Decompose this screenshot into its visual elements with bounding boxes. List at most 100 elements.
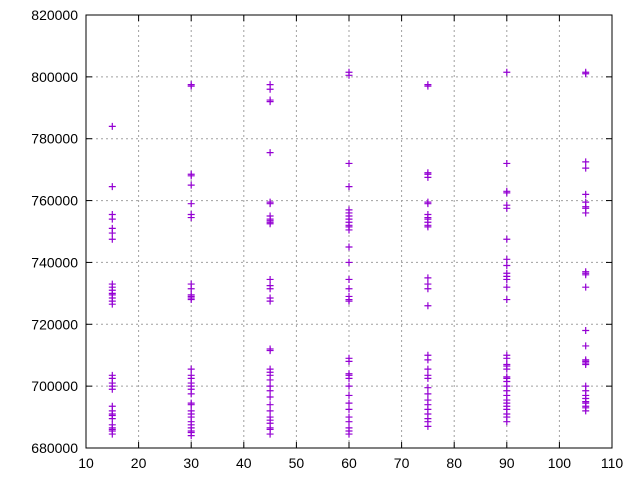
data-point bbox=[582, 158, 590, 166]
data-point bbox=[503, 262, 511, 270]
x-tick-label: 60 bbox=[341, 455, 357, 471]
data-point bbox=[187, 172, 195, 180]
data-point bbox=[345, 183, 353, 191]
data-point bbox=[424, 390, 432, 398]
data-point bbox=[503, 365, 511, 373]
x-tick-label: 40 bbox=[236, 455, 252, 471]
data-point bbox=[266, 401, 274, 409]
data-point bbox=[582, 70, 590, 78]
y-tick-label: 700000 bbox=[31, 378, 78, 394]
data-point bbox=[503, 159, 511, 167]
data-point bbox=[345, 357, 353, 365]
x-tick-label: 100 bbox=[548, 455, 572, 471]
x-tick-label: 20 bbox=[131, 455, 147, 471]
data-point bbox=[345, 226, 353, 234]
data-point bbox=[345, 159, 353, 167]
y-tick-label: 780000 bbox=[31, 131, 78, 147]
data-point bbox=[345, 374, 353, 382]
data-point bbox=[503, 296, 511, 304]
data-point bbox=[424, 356, 432, 364]
data-point bbox=[108, 385, 116, 393]
data-point bbox=[108, 183, 116, 191]
data-point bbox=[345, 258, 353, 266]
data-point bbox=[345, 418, 353, 426]
data-point bbox=[187, 181, 195, 189]
data-point bbox=[503, 354, 511, 362]
data-point bbox=[187, 296, 195, 304]
data-point bbox=[582, 407, 590, 415]
data-point bbox=[582, 190, 590, 198]
data-point bbox=[108, 300, 116, 308]
data-point bbox=[424, 274, 432, 282]
data-point bbox=[266, 200, 274, 208]
data-point bbox=[345, 391, 353, 399]
data-point bbox=[503, 68, 511, 76]
y-tick-label: 740000 bbox=[31, 254, 78, 270]
x-axis-tick-labels: 10 20 30 40 50 60 70 80 90 100 110 bbox=[78, 455, 623, 471]
data-point bbox=[345, 382, 353, 390]
data-point bbox=[187, 82, 195, 90]
data-point bbox=[424, 285, 432, 293]
data-point bbox=[503, 189, 511, 197]
data-point bbox=[582, 164, 590, 172]
data-point bbox=[582, 283, 590, 291]
data-point bbox=[582, 326, 590, 334]
x-tick-label: 50 bbox=[289, 455, 305, 471]
data-point bbox=[266, 347, 274, 355]
data-point bbox=[108, 235, 116, 243]
data-point bbox=[266, 297, 274, 305]
data-point bbox=[345, 399, 353, 407]
data-point bbox=[108, 122, 116, 130]
data-point bbox=[424, 374, 432, 382]
data-points bbox=[108, 68, 590, 440]
y-tick-label: 720000 bbox=[31, 316, 78, 332]
y-tick-label: 760000 bbox=[31, 193, 78, 209]
data-point bbox=[187, 390, 195, 398]
data-point bbox=[424, 173, 432, 181]
data-point bbox=[424, 365, 432, 373]
data-point bbox=[503, 275, 511, 283]
data-point bbox=[266, 376, 274, 384]
data-point bbox=[582, 342, 590, 350]
data-point bbox=[503, 235, 511, 243]
data-point bbox=[345, 297, 353, 305]
data-point bbox=[582, 209, 590, 217]
data-point bbox=[424, 200, 432, 208]
x-tick-label: 10 bbox=[78, 455, 94, 471]
x-tick-label: 110 bbox=[601, 455, 624, 471]
data-point bbox=[108, 229, 116, 237]
data-point bbox=[266, 393, 274, 401]
data-point bbox=[345, 71, 353, 79]
data-point bbox=[266, 220, 274, 228]
data-point bbox=[108, 415, 116, 423]
data-point bbox=[503, 418, 511, 426]
x-tick-label: 90 bbox=[499, 455, 515, 471]
data-point bbox=[345, 243, 353, 251]
data-point bbox=[345, 405, 353, 413]
data-point bbox=[345, 285, 353, 293]
x-tick-label: 70 bbox=[394, 455, 410, 471]
data-point bbox=[345, 275, 353, 283]
data-point bbox=[187, 285, 195, 293]
data-point bbox=[108, 430, 116, 438]
data-point bbox=[187, 432, 195, 440]
y-axis-tick-labels: 680000 700000 720000 740000 760000 780000 8000… bbox=[31, 7, 78, 456]
y-tick-label: 800000 bbox=[31, 69, 78, 85]
y-tick-label: 820000 bbox=[31, 7, 78, 23]
data-point bbox=[266, 285, 274, 293]
y-tick-label: 680000 bbox=[31, 440, 78, 456]
data-point bbox=[582, 271, 590, 279]
data-point bbox=[424, 302, 432, 310]
data-point bbox=[187, 200, 195, 208]
axis-ticks bbox=[85, 14, 613, 449]
x-tick-label: 80 bbox=[446, 455, 462, 471]
data-point bbox=[424, 422, 432, 430]
data-point bbox=[424, 223, 432, 231]
data-point bbox=[266, 407, 274, 415]
x-tick-label: 30 bbox=[183, 455, 199, 471]
data-point bbox=[503, 255, 511, 263]
data-point bbox=[266, 85, 274, 93]
data-point bbox=[187, 401, 195, 409]
